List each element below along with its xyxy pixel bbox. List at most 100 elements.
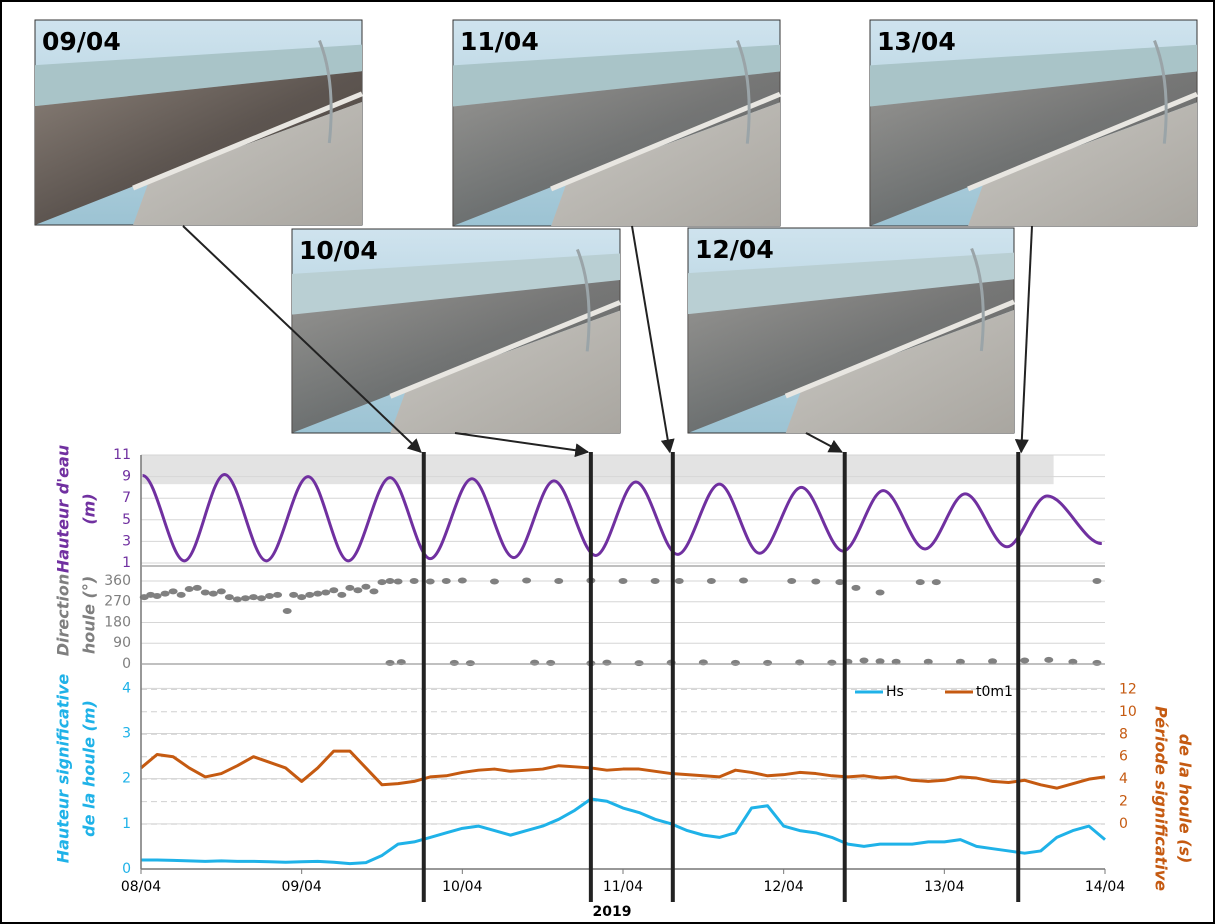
y2-tick-label: 4 — [1119, 771, 1128, 787]
photo-label: 10/04 — [299, 236, 378, 265]
photo-label: 11/04 — [460, 27, 539, 56]
point — [1020, 657, 1030, 664]
point — [369, 588, 379, 595]
photo-beach — [292, 280, 620, 433]
photo-label: 13/04 — [877, 27, 956, 56]
photo-sea — [453, 44, 780, 107]
point — [337, 591, 347, 598]
y-axis-label: Direction — [54, 574, 73, 657]
photo-beach — [453, 71, 780, 226]
photo-pole — [575, 248, 591, 352]
point — [385, 659, 395, 666]
point — [216, 588, 226, 595]
point — [393, 578, 403, 585]
point — [289, 591, 299, 598]
series-line — [141, 797, 1106, 866]
point — [489, 578, 499, 585]
point — [811, 578, 821, 585]
photo-sea — [35, 44, 362, 107]
y-tick-label: 0 — [122, 861, 131, 877]
point — [988, 658, 998, 665]
photo-walkway — [785, 310, 1014, 433]
point — [859, 657, 869, 664]
y-tick-label: 360 — [104, 573, 131, 589]
point — [240, 595, 250, 602]
photo-beach — [688, 279, 1014, 433]
photo-wall — [389, 300, 621, 399]
point — [1044, 656, 1054, 663]
x-tick-label: 12/04 — [763, 879, 803, 895]
point — [313, 590, 323, 597]
x-tick-label: 09/04 — [281, 879, 321, 895]
y-tick-label: 1 — [122, 555, 131, 571]
legend-label: Hs — [886, 684, 904, 700]
arrow — [805, 432, 843, 453]
series-line — [140, 749, 1106, 790]
photo-sea — [688, 252, 1014, 315]
y2-axis-label: Période significative — [1152, 706, 1171, 891]
point — [200, 589, 210, 596]
photo-walkway — [551, 102, 780, 226]
point — [875, 589, 885, 596]
photo-beach — [870, 71, 1197, 226]
point — [674, 577, 684, 584]
photo-pole — [970, 247, 985, 352]
photos: 09/04 10/04 11/04 12/04 13/04 — [34, 19, 1198, 434]
point — [931, 579, 941, 586]
point — [265, 592, 275, 599]
arrow — [182, 225, 422, 453]
point — [248, 594, 258, 601]
point — [184, 586, 194, 593]
y2-tick-label: 0 — [1119, 816, 1128, 832]
x-tick-label: 14/04 — [1085, 879, 1125, 895]
point — [353, 587, 363, 594]
point — [409, 577, 419, 584]
y2-tick-label: 10 — [1119, 704, 1137, 720]
photo-label: 12/04 — [695, 235, 774, 264]
photo-sea — [292, 253, 620, 315]
point — [1092, 577, 1102, 584]
point — [827, 659, 837, 666]
legend-label: t0m1 — [976, 684, 1013, 700]
point — [192, 584, 202, 591]
point — [1092, 659, 1102, 666]
x-axis-label: 2019 — [593, 904, 632, 920]
point — [449, 659, 459, 666]
y-tick-label: 11 — [113, 447, 131, 463]
point — [273, 591, 283, 598]
point — [602, 659, 612, 666]
point — [915, 579, 925, 586]
point — [554, 577, 564, 584]
point — [297, 594, 307, 601]
point — [305, 591, 315, 598]
point — [706, 577, 716, 584]
point — [618, 577, 628, 584]
point — [739, 577, 748, 584]
point — [955, 658, 965, 665]
point — [530, 659, 540, 666]
photo-wall — [967, 91, 1198, 192]
point — [730, 659, 740, 666]
photo: 11/04 — [452, 19, 781, 227]
y-tick-label: 270 — [104, 594, 131, 610]
point — [208, 590, 218, 597]
photo-pole — [1153, 40, 1168, 144]
photo: 09/04 — [34, 19, 363, 226]
point — [522, 577, 532, 584]
point — [232, 596, 242, 603]
point — [425, 578, 435, 585]
y2-axis-label: de la houle (s) — [1176, 734, 1195, 864]
point — [168, 588, 178, 595]
photo-pole — [318, 39, 333, 144]
photo-walkway — [133, 102, 362, 225]
photo-beach — [35, 71, 362, 225]
point — [787, 577, 797, 584]
photo-wall — [784, 299, 1015, 399]
arrow — [454, 432, 590, 458]
photo-sea — [870, 44, 1197, 107]
y-tick-label: 90 — [113, 635, 131, 651]
point — [835, 579, 845, 586]
point — [176, 591, 186, 598]
point — [361, 583, 371, 590]
